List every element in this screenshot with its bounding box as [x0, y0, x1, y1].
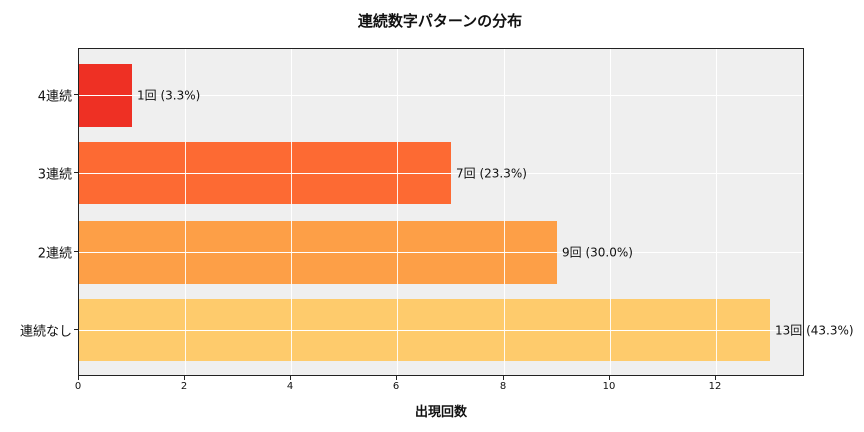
grid-line-y-no-consecutive	[79, 330, 803, 331]
x-tick-label: 10	[602, 381, 616, 392]
x-tick-label: 8	[499, 381, 507, 392]
y-tick	[74, 329, 78, 330]
grid-line-y-3-consecutive	[79, 173, 803, 174]
x-tick	[503, 376, 504, 380]
x-tick-label: 4	[286, 381, 294, 392]
bar-value-label: 7回 (23.3%)	[456, 166, 527, 181]
grid-overlay-x-6	[397, 142, 398, 361]
y-tick	[74, 94, 78, 95]
grid-line-x-10	[610, 49, 611, 375]
grid-overlay-x-8	[504, 221, 505, 361]
y-tick-label: 3連続	[37, 167, 72, 183]
chart-title: 連続数字パターンの分布	[357, 12, 523, 30]
x-tick	[396, 376, 397, 380]
bar-value-label: 13回 (43.3%)	[775, 323, 854, 338]
y-tick-label: 2連続	[37, 246, 72, 262]
x-axis-title: 出現回数	[414, 405, 467, 420]
grid-overlay-x-4	[291, 221, 292, 361]
plot-area: 1回 (3.3%) 7回 (23.3%) 9回 (30.0%) 13回 (43.…	[78, 48, 854, 376]
y-tick-label: 連続なし	[19, 324, 72, 340]
bar-value-label: 1回 (3.3%)	[137, 88, 201, 103]
grid-line-x-8	[504, 49, 505, 375]
x-tick	[184, 376, 185, 380]
x-tick-label: 6	[392, 381, 400, 392]
y-tick	[74, 251, 78, 252]
x-tick-label: 2	[180, 381, 188, 392]
x-tick	[290, 376, 291, 380]
y-tick	[74, 172, 78, 173]
grid-line-x-12	[716, 49, 717, 375]
y-tick-label: 4連続	[37, 89, 72, 105]
grid-line-x-4	[291, 49, 292, 375]
x-tick	[609, 376, 610, 380]
x-tick	[78, 376, 79, 380]
bar-value-label: 9回 (30.0%)	[562, 245, 633, 260]
grid-overlay-x-2	[185, 142, 186, 361]
x-tick-label: 12	[708, 381, 722, 392]
grid-line-y-2-consecutive	[79, 252, 803, 253]
x-tick	[715, 376, 716, 380]
x-tick-label: 0	[74, 381, 82, 392]
grid-line-y-4-consecutive	[79, 95, 803, 96]
